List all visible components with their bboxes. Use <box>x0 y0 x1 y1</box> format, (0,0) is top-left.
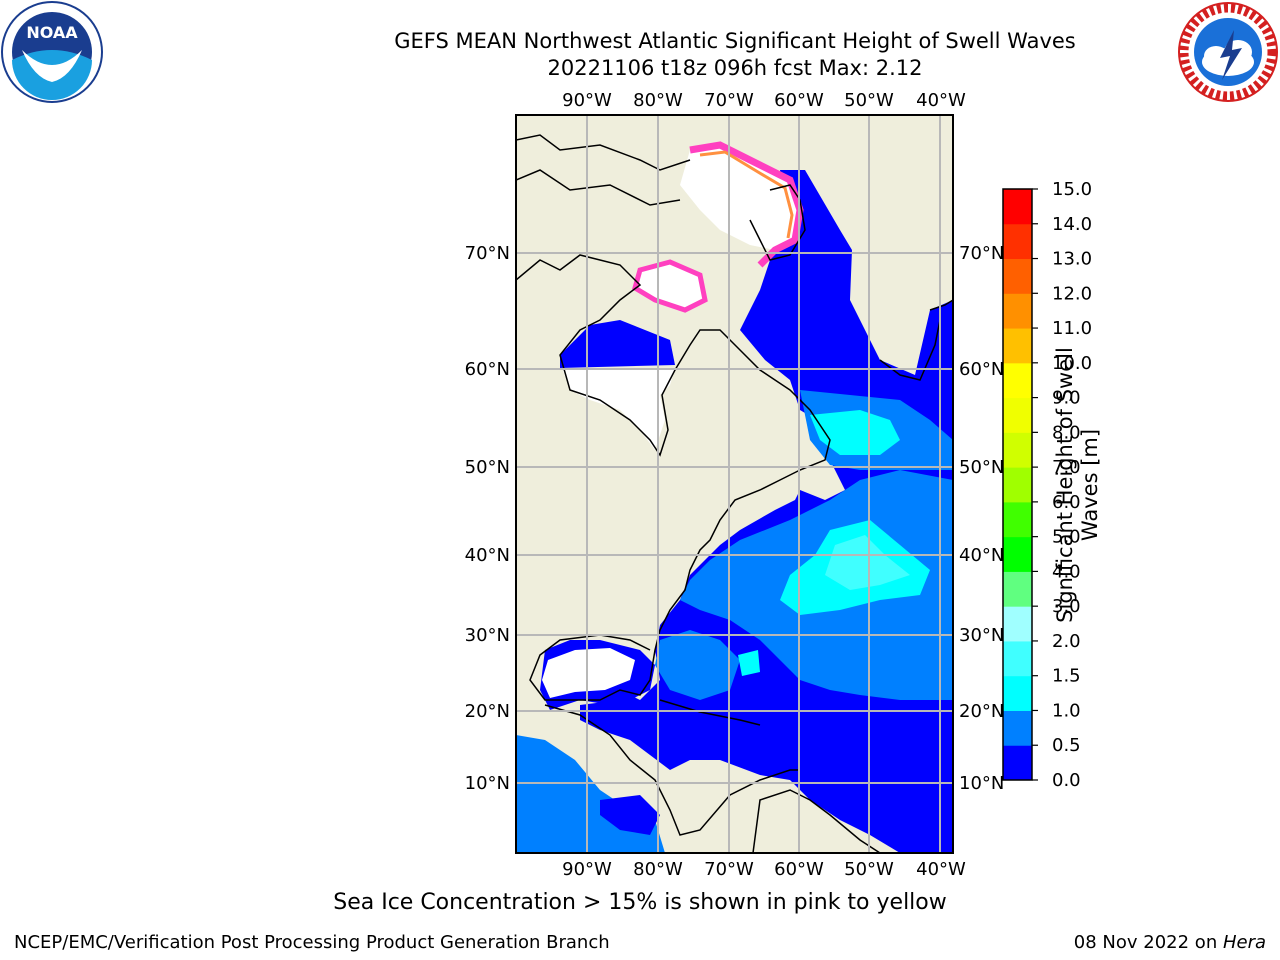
coastlines <box>516 134 953 853</box>
lon-label: 90°W <box>562 859 612 880</box>
lon-label: 90°W <box>562 90 612 111</box>
colorbar-segment <box>1003 258 1032 294</box>
swell-band-1.0-1.5 <box>810 410 900 455</box>
lon-label: 50°W <box>844 859 894 880</box>
lat-label: 40°N <box>465 545 510 566</box>
colorbar-tick-label: 10.0 <box>1052 353 1092 374</box>
colorbar-segment <box>1003 710 1032 746</box>
colorbar-tick-label: 11.0 <box>1052 318 1092 339</box>
colorbar-segment <box>1003 328 1032 364</box>
colorbar-segment <box>1003 432 1032 468</box>
colorbar-segment <box>1003 675 1032 711</box>
colorbar-tick-label: 12.0 <box>1052 283 1092 304</box>
colorbar-segment <box>1003 467 1032 503</box>
colorbar-ticks: 0.0 0.5 1.0 1.5 2.0 3.0 4.0 5.0 6.0 7.0 8.0 9.0 10.0… <box>1032 179 1092 791</box>
lat-label: 30°N <box>465 625 510 646</box>
colorbar-tick-label: 15.0 <box>1052 179 1092 200</box>
colorbar-tick-label: 13.0 <box>1052 249 1092 270</box>
colorbar-tick-label: 8.0 <box>1052 422 1081 443</box>
noaa-logo-text: NOAA <box>26 23 78 42</box>
colorbar-tick-label: 6.0 <box>1052 492 1081 513</box>
lat-labels-left: 70°N 60°N 50°N 40°N 30°N 20°N 10°N <box>465 243 510 794</box>
colorbar-tick-label: 1.5 <box>1052 666 1081 687</box>
colorbar-tick-label: 3.0 <box>1052 596 1081 617</box>
lat-label: 20°N <box>959 701 1004 722</box>
colorbar-segment <box>1003 640 1032 677</box>
lat-label: 70°N <box>959 243 1004 264</box>
colorbar-segment <box>1003 293 1032 329</box>
colorbar-tick-label: 14.0 <box>1052 214 1092 235</box>
lat-label: 10°N <box>959 773 1004 794</box>
footer-date-text: 08 Nov 2022 on <box>1073 932 1223 953</box>
nws-logo <box>1178 2 1278 102</box>
graticule <box>516 115 953 853</box>
caribbean-sea <box>580 700 800 780</box>
colorbar-segment <box>1003 536 1032 572</box>
noaa-logo: NOAA <box>1 1 103 103</box>
lon-label: 40°W <box>916 859 966 880</box>
lon-label: 80°W <box>633 90 683 111</box>
colorbar-segment <box>1003 362 1032 399</box>
footer-date: 08 Nov 2022 on Hera <box>1074 932 1266 953</box>
colorbar-segment <box>1003 571 1032 607</box>
lon-label: 40°W <box>916 90 966 111</box>
colorbar-tick-label: 1.0 <box>1052 700 1081 721</box>
sea-ice-note: Sea Ice Concentration > 15% is shown in … <box>333 890 947 915</box>
lon-label: 80°W <box>633 859 683 880</box>
map-subtitle: 20221106 t18z 096h fcst Max: 2.12 <box>547 56 923 80</box>
lat-label: 60°N <box>465 359 510 380</box>
footer-credit: NCEP/EMC/Verification Post Processing Pr… <box>14 932 610 953</box>
lat-labels-right: 70°N 60°N 50°N 40°N 30°N 20°N 10°N <box>959 243 1004 794</box>
colorbar-tick-label: 5.0 <box>1052 527 1081 548</box>
colorbar-segment <box>1003 189 1032 225</box>
colorbar-segment <box>1003 501 1032 538</box>
lon-label: 60°W <box>774 90 824 111</box>
colorbar-frame <box>1002 188 1033 781</box>
colorbar-segment <box>1003 606 1032 642</box>
lon-labels-top: 90°W 80°W 70°W 60°W 50°W 40°W <box>562 90 966 111</box>
map-frame <box>515 114 954 854</box>
lat-label: 70°N <box>465 243 510 264</box>
colorbar-segment <box>1003 397 1032 433</box>
colorbar-tick-label: 9.0 <box>1052 388 1081 409</box>
lat-label: 60°N <box>959 359 1004 380</box>
lon-labels-bottom: 90°W 80°W 70°W 60°W 50°W 40°W <box>562 859 966 880</box>
lon-label: 70°W <box>704 90 754 111</box>
lon-label: 70°W <box>704 859 754 880</box>
colorbar-tick-label: 4.0 <box>1052 561 1081 582</box>
colorbar-tick-label: 2.0 <box>1052 631 1081 652</box>
colorbar-segment <box>1003 745 1032 781</box>
lat-label: 50°N <box>959 457 1004 478</box>
lat-label: 10°N <box>465 773 510 794</box>
colorbar-tick-label: 7.0 <box>1052 457 1081 478</box>
lat-label: 40°N <box>959 545 1004 566</box>
colorbar-title: Significant Height of Swell Waves [m] <box>1053 347 1102 623</box>
lon-label: 50°W <box>844 90 894 111</box>
colorbar-tick-label: 0.0 <box>1052 770 1081 791</box>
lat-label: 30°N <box>959 625 1004 646</box>
map-panel <box>516 115 953 853</box>
colorbar-tick-label: 0.5 <box>1052 735 1081 756</box>
colorbar-segment <box>1003 223 1032 260</box>
map-title: GEFS MEAN Northwest Atlantic Significant… <box>394 29 1076 53</box>
lat-label: 20°N <box>465 701 510 722</box>
footer-host: Hera <box>1222 932 1266 953</box>
lon-label: 60°W <box>774 859 824 880</box>
hudson-bay <box>560 320 675 368</box>
lat-label: 50°N <box>465 457 510 478</box>
colorbar <box>1002 188 1033 781</box>
